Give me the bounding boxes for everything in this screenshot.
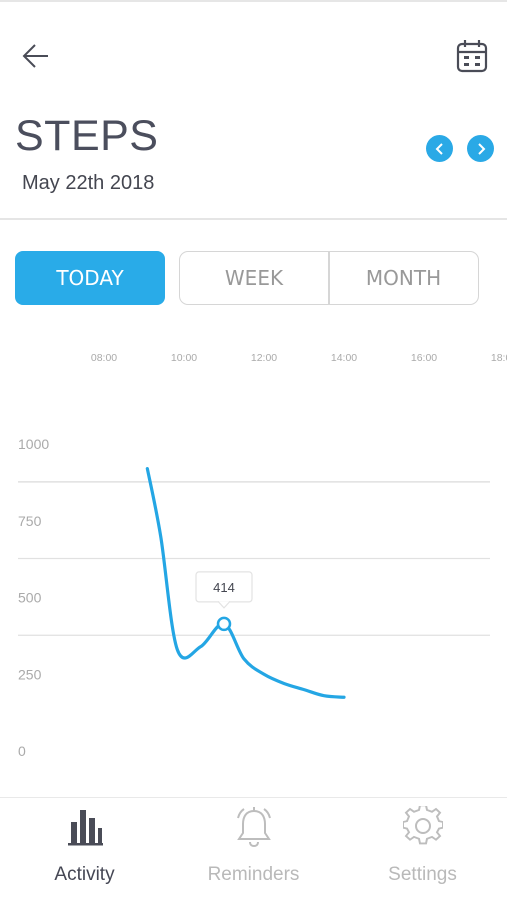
x-tick-label: 14:00: [331, 352, 357, 364]
x-tick-label: 12:00: [251, 352, 277, 364]
bar-chart-icon: [67, 810, 103, 846]
tooltip-pointer: [217, 600, 231, 609]
steps-series-line: [145, 466, 346, 699]
highlighted-data-point[interactable]: [216, 616, 232, 632]
y-tick-label: 0: [18, 743, 26, 759]
nav-reminders-label: Reminders: [207, 864, 300, 885]
nav-settings[interactable]: Settings: [338, 798, 507, 900]
x-tick-label: 16:00: [411, 352, 437, 364]
calendar-button[interactable]: [450, 36, 494, 76]
date-label: May 22th 2018: [22, 172, 155, 194]
header-divider: [0, 218, 507, 220]
gear-icon: [402, 806, 443, 845]
top-divider: [0, 0, 507, 2]
next-day-button[interactable]: [467, 135, 494, 162]
y-tick-label: 1000: [18, 436, 49, 452]
nav-activity-label: Activity: [54, 864, 115, 885]
back-button[interactable]: [16, 36, 56, 76]
tab-week[interactable]: WEEK: [224, 266, 284, 290]
nav-reminders[interactable]: Reminders: [169, 798, 338, 900]
nav-settings-label: Settings: [388, 864, 457, 885]
bell-icon: [236, 807, 271, 848]
arrow-left-icon: [22, 44, 48, 68]
tab-today[interactable]: TODAY: [15, 251, 165, 305]
x-tick-label: 10:00: [171, 352, 197, 364]
previous-day-button[interactable]: [426, 135, 453, 162]
calendar-icon: [456, 40, 488, 73]
y-tick-label: 500: [18, 590, 42, 606]
steps-line-chart: 08:00 10:00 12:00 14:00 16:00 18:00 0 250 500 75…: [18, 352, 507, 759]
x-tick-label: 18:00: [491, 352, 507, 364]
page-title: STEPS: [15, 112, 159, 160]
nav-activity[interactable]: Activity: [0, 798, 169, 900]
tooltip-value-label: 414: [213, 580, 235, 595]
y-tick-label: 250: [18, 666, 42, 682]
y-tick-label: 750: [18, 513, 42, 529]
bottom-navigation: Activity Reminders Settings: [0, 797, 507, 900]
x-tick-label: 08:00: [91, 352, 117, 364]
chevron-left-icon: [435, 142, 443, 155]
period-segment-control: [179, 251, 479, 305]
tab-month[interactable]: MONTH: [365, 266, 442, 290]
chevron-right-icon: [477, 142, 485, 155]
